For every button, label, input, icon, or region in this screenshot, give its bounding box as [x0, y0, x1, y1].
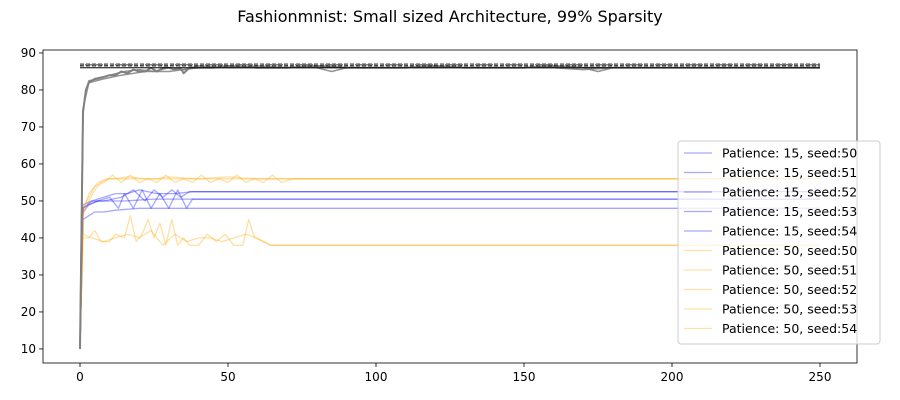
y-tick-label: 40: [21, 231, 36, 245]
series-line-1: [79, 207, 820, 349]
series-line-8: [79, 176, 820, 349]
legend-label: Patience: 15, seed:52: [722, 185, 857, 200]
series-line-3: [79, 189, 820, 349]
y-tick-label: 90: [21, 46, 36, 60]
y-tick-label: 60: [21, 157, 36, 171]
y-tick-label: 50: [21, 194, 36, 208]
legend-label: Patience: 50, seed:50: [722, 243, 857, 258]
series-line-10: [79, 176, 820, 349]
axes-layer: 0 50 100 150 200 250 10 20 30 40 50 60 70 80 90: [21, 46, 858, 384]
legend-label: Patience: 50, seed:52: [722, 282, 857, 297]
x-tick-label: 150: [513, 370, 536, 384]
legend-label: Patience: 50, seed:51: [722, 263, 857, 278]
legend-label: Patience: 15, seed:50: [722, 146, 857, 161]
series-line-7: [79, 229, 820, 349]
y-tick-label: 30: [21, 268, 36, 282]
series-line-4: [79, 189, 820, 349]
series-line-2: [79, 198, 820, 349]
legend: Patience: 15, seed:50 Patience: 15, seed:…: [677, 140, 881, 345]
chart-title: Fashionmnist: Small sized Architecture, …: [237, 7, 662, 26]
y-tick-label: 70: [21, 120, 36, 134]
x-tick-label: 250: [809, 370, 832, 384]
y-tick-label: 10: [21, 342, 36, 356]
legend-label: Patience: 50, seed:54: [722, 321, 857, 336]
x-tick-label: 50: [220, 370, 235, 384]
series-line-5: [79, 189, 820, 349]
legend-label: Patience: 15, seed:51: [722, 165, 857, 180]
series-line-9: [79, 174, 820, 349]
y-tick-label: 80: [21, 83, 36, 97]
series-line-6: [79, 215, 820, 349]
legend-box: [677, 140, 881, 345]
legend-label: Patience: 15, seed:53: [722, 204, 857, 219]
x-tick-label: 0: [76, 370, 84, 384]
legend-label: Patience: 15, seed:54: [722, 224, 857, 239]
series-layer: [79, 63, 820, 349]
x-tick-label: 200: [661, 370, 684, 384]
y-tick-label: 20: [21, 305, 36, 319]
x-tick-label: 100: [365, 370, 388, 384]
legend-label: Patience: 50, seed:53: [722, 302, 857, 317]
